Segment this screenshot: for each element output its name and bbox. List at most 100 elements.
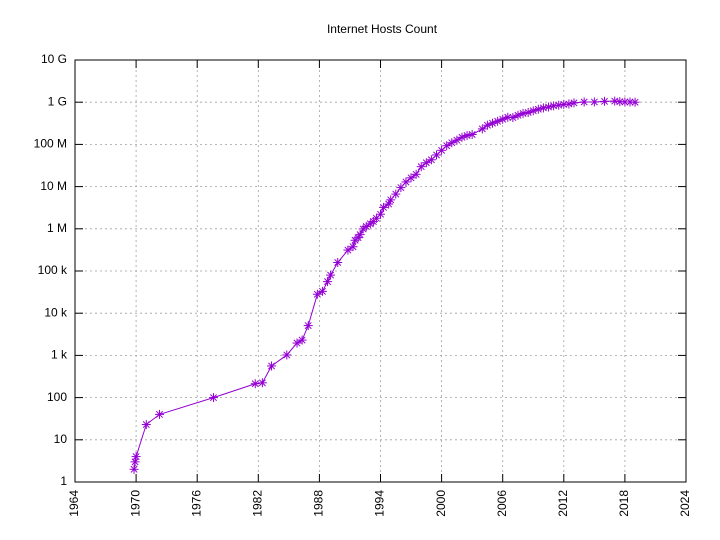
y-tick-label: 1 k [51, 348, 68, 362]
marker-stroke [402, 178, 410, 186]
marker-stroke [376, 210, 385, 218]
data-point [348, 242, 358, 252]
data-point [569, 98, 579, 108]
data-point [589, 97, 599, 107]
marker-stroke [142, 421, 150, 429]
data-point [317, 286, 327, 296]
marker-stroke [590, 98, 598, 106]
marker-stroke [580, 98, 588, 106]
marker-stroke [209, 394, 217, 402]
marker-stroke [380, 203, 388, 211]
data-point [391, 189, 401, 199]
data-point [549, 101, 559, 111]
marker-stroke [463, 132, 471, 140]
data-point [376, 209, 385, 219]
marker-stroke [304, 322, 312, 330]
data-point [416, 162, 426, 172]
marker-stroke [356, 231, 364, 239]
y-tick-label: 100 M [34, 137, 67, 151]
marker-stroke [293, 339, 301, 347]
marker-stroke [621, 98, 629, 106]
marker-stroke [130, 465, 138, 473]
data-point [326, 270, 336, 280]
marker-stroke [327, 271, 335, 279]
marker-stroke [545, 103, 553, 111]
marker-stroke [601, 97, 609, 105]
y-tick-label: 10 k [44, 305, 68, 319]
y-tick-label: 100 k [38, 263, 68, 277]
data-point [312, 289, 322, 299]
data-point [292, 338, 302, 348]
marker-stroke [324, 278, 332, 286]
data-point [297, 335, 307, 345]
marker-stroke [555, 101, 563, 109]
marker-stroke [519, 109, 527, 117]
x-tick-label: 2006 [495, 490, 509, 517]
data-point [630, 97, 640, 107]
x-tick-label: 2000 [434, 490, 448, 517]
marker-stroke [298, 336, 306, 344]
marker-stroke [268, 362, 276, 370]
data-point [600, 96, 610, 106]
data-point [401, 177, 411, 187]
data-point [208, 393, 218, 403]
x-tick-label: 2018 [617, 490, 631, 517]
data-point [141, 420, 151, 430]
data-point [396, 183, 406, 193]
x-tick-label: 2024 [678, 490, 692, 517]
x-tick-label: 1964 [67, 490, 81, 517]
marker-stroke [387, 196, 395, 204]
x-tick-label: 1988 [312, 490, 326, 517]
data-point [442, 141, 452, 151]
data-point [579, 97, 589, 107]
data-point [303, 321, 313, 331]
data-point [533, 104, 543, 114]
marker-stroke [407, 174, 415, 182]
marker-stroke [397, 184, 405, 192]
marker-stroke [131, 458, 139, 466]
marker-stroke [443, 142, 451, 150]
data-point [365, 219, 375, 229]
y-tick-label: 100 [47, 390, 67, 404]
data-point [421, 158, 431, 168]
marker-stroke [478, 125, 486, 133]
marker-stroke [156, 410, 164, 418]
y-tick-label: 10 [54, 432, 68, 446]
marker-stroke [258, 379, 266, 387]
data-point [129, 464, 139, 474]
marker-stroke [570, 99, 578, 107]
x-tick-label: 1976 [189, 490, 203, 517]
data-point [282, 350, 292, 360]
data-point [323, 277, 333, 287]
marker-stroke [422, 159, 430, 167]
series-line [133, 100, 636, 470]
marker-stroke [539, 104, 547, 112]
marker-stroke [626, 98, 634, 106]
x-tick-label: 1970 [128, 490, 142, 517]
data-point [452, 135, 462, 145]
marker-stroke [313, 290, 321, 298]
y-tick-label: 1 G [48, 94, 67, 108]
y-tick-label: 10 M [40, 179, 67, 193]
data-point [250, 379, 260, 389]
data-point [467, 129, 477, 139]
data-point [257, 378, 267, 388]
data-point [411, 169, 421, 179]
y-tick-label: 10 G [41, 52, 67, 66]
data-point [155, 409, 165, 419]
data-point [406, 173, 416, 183]
marker-stroke [631, 98, 639, 106]
marker-stroke [362, 222, 370, 230]
marker-stroke [251, 380, 259, 388]
x-tick-label: 1994 [373, 490, 387, 517]
marker-stroke [550, 102, 558, 110]
marker-stroke [283, 351, 291, 359]
marker-stroke [412, 170, 420, 178]
chart-title: Internet Hosts Count [327, 22, 438, 36]
marker-stroke [344, 246, 352, 254]
y-tick-label: 1 M [47, 221, 67, 235]
data-point [267, 361, 277, 371]
marker-stroke [453, 136, 461, 144]
marker-stroke [132, 453, 140, 461]
